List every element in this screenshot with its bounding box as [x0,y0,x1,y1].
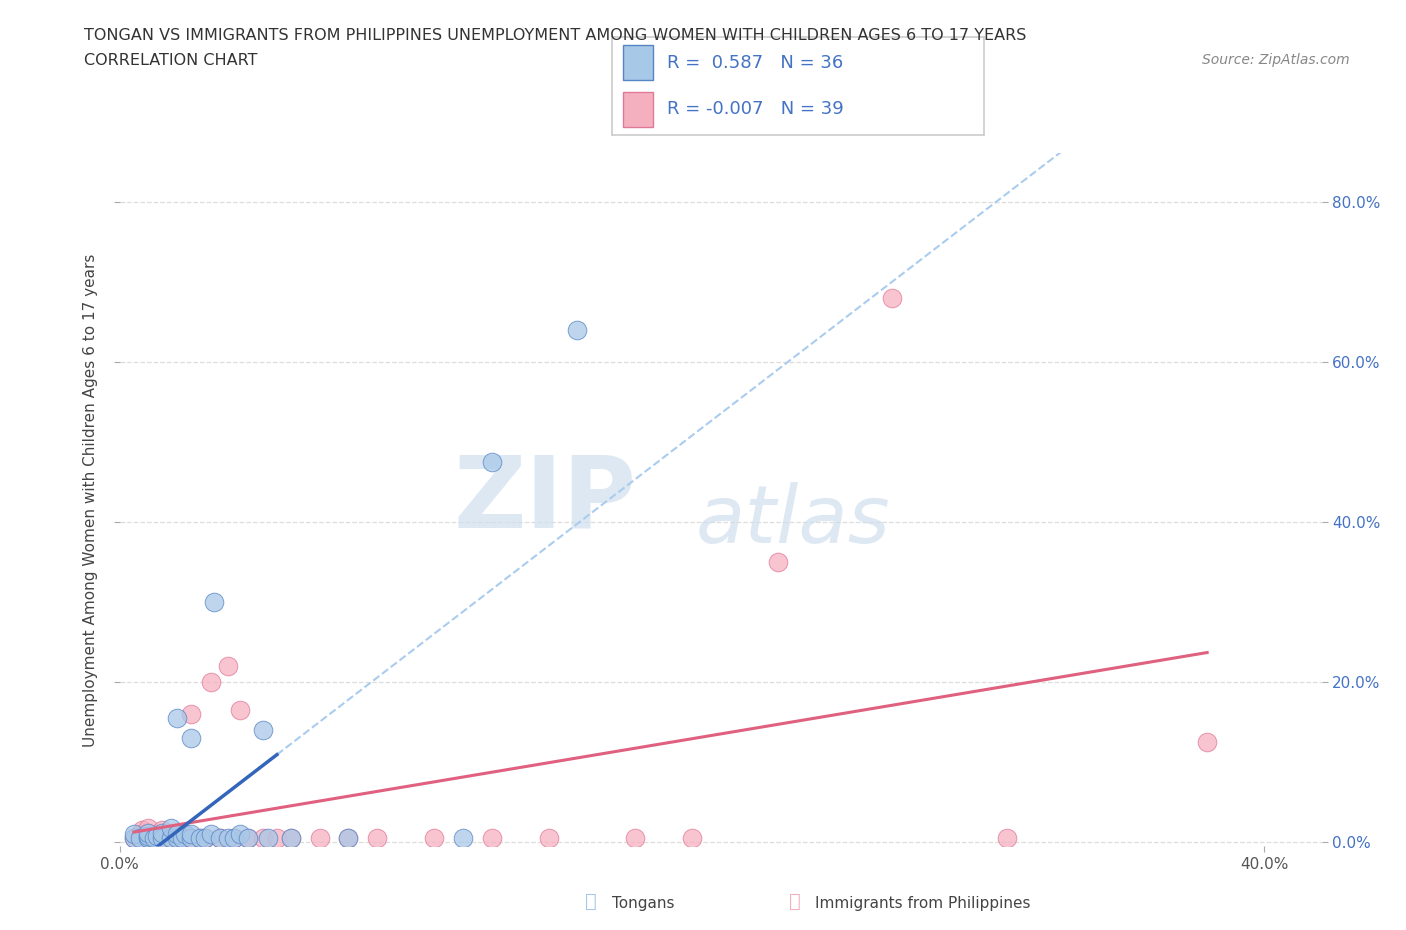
FancyBboxPatch shape [623,45,652,80]
Point [252,723,274,737]
Point [128,830,150,845]
Point [252,830,274,845]
Point [280,830,302,845]
Point [222,830,245,845]
Point [882,290,904,305]
Point [180,830,202,845]
Point [180,731,202,746]
Point [537,830,560,845]
Point [228,703,252,718]
Point [136,829,159,844]
Point [152,825,174,840]
Text: R = -0.007   N = 39: R = -0.007 N = 39 [668,100,844,118]
Point [481,830,503,845]
Point [309,830,332,845]
Point [152,830,174,845]
Point [172,830,194,845]
Text: CORRELATION CHART: CORRELATION CHART [84,53,257,68]
Point [228,827,252,842]
Text: R =  0.587   N = 36: R = 0.587 N = 36 [668,54,844,72]
Point [995,830,1018,845]
Point [166,711,188,725]
Point [174,827,197,842]
Point [266,830,288,845]
Point [160,820,183,835]
Point [145,829,167,844]
Point [122,830,145,845]
Point [681,830,703,845]
Point [136,830,159,845]
Point [136,820,159,835]
Point [200,827,222,842]
Point [766,554,789,569]
Point [136,830,159,845]
Point [145,827,167,842]
Point [623,830,645,845]
Y-axis label: Unemployment Among Women with Children Ages 6 to 17 years: Unemployment Among Women with Children A… [83,253,98,747]
Point [152,823,174,838]
FancyBboxPatch shape [623,92,652,127]
Text: ⬛: ⬛ [789,893,800,911]
Point [188,830,211,845]
Point [257,830,280,845]
Point [208,830,231,845]
Point [194,830,217,845]
Point [188,830,211,845]
Point [217,658,239,673]
Point [567,322,589,337]
Point [122,830,145,845]
Text: ZIP: ZIP [454,451,637,549]
Point [423,830,446,845]
Point [481,455,503,470]
Point [142,830,165,845]
Point [180,707,202,722]
Text: atlas: atlas [696,482,890,560]
Point [136,825,159,840]
Point [166,829,188,844]
Point [166,827,188,842]
Point [217,830,239,845]
Text: Source: ZipAtlas.com: Source: ZipAtlas.com [1202,53,1350,67]
Text: Immigrants from Philippines: Immigrants from Philippines [815,897,1031,911]
Point [451,830,474,845]
Point [166,830,188,845]
Point [160,830,183,845]
Point [131,823,153,838]
Point [166,825,188,840]
Point [172,830,194,845]
Point [208,830,231,845]
Point [238,830,260,845]
Text: TONGAN VS IMMIGRANTS FROM PHILIPPINES UNEMPLOYMENT AMONG WOMEN WITH CHILDREN AGE: TONGAN VS IMMIGRANTS FROM PHILIPPINES UN… [84,28,1026,43]
Point [166,830,188,845]
Text: ⬛: ⬛ [585,893,596,911]
Point [160,830,183,845]
Point [180,830,202,845]
Point [337,830,360,845]
Point [222,830,245,845]
Point [180,827,202,842]
Point [280,830,302,845]
Point [1197,735,1219,750]
Point [128,827,150,842]
Point [122,827,145,842]
Point [194,830,217,845]
Point [238,830,260,845]
Text: Tongans: Tongans [612,897,673,911]
Point [152,830,174,845]
Point [142,830,165,845]
Point [200,674,222,689]
Point [366,830,388,845]
Point [202,594,225,609]
Point [337,830,360,845]
